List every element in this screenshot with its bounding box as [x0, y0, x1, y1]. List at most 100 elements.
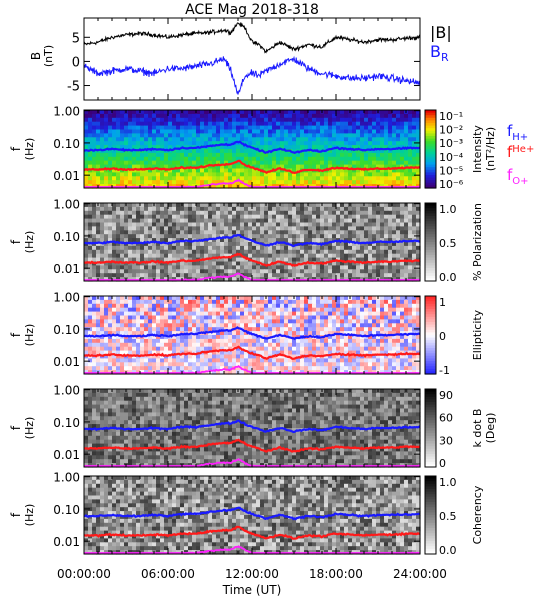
spectrogram-cell: [200, 307, 205, 313]
spectrogram-cell: [372, 226, 377, 231]
spectrogram-cell: [324, 152, 329, 158]
spectrogram-cell: [348, 299, 353, 305]
spectrogram-cell: [308, 133, 313, 138]
spectrogram-cell: [408, 338, 413, 344]
spectrogram-cell: [248, 125, 253, 131]
spectrogram-cell: [84, 160, 89, 166]
spectrogram-cell: [192, 269, 197, 274]
spectrogram-cell: [244, 234, 249, 239]
spectrogram-cell: [416, 214, 421, 220]
spectrogram-cell: [340, 242, 345, 247]
spectrogram-cell: [184, 172, 189, 177]
spectrogram-cell: [400, 350, 405, 356]
spectrogram-cell: [292, 125, 297, 131]
spectrogram-cell: [376, 149, 381, 154]
spectrogram-cell: [192, 110, 197, 115]
spectrogram-cell: [116, 203, 121, 208]
spectrogram-cell: [124, 265, 129, 270]
spectrogram-cell: [224, 303, 229, 309]
spectrogram-cell: [348, 125, 353, 131]
spectrogram-cell: [224, 315, 229, 320]
spectrogram-cell: [164, 110, 169, 115]
spectrogram-cell: [404, 249, 409, 255]
spectrogram-cell: [172, 156, 177, 162]
spectrogram-cell: [304, 230, 309, 235]
spectrogram-cell: [400, 265, 405, 270]
spectrogram-cell: [196, 210, 201, 216]
spectrogram-cell: [324, 273, 329, 278]
spectrogram-cell: [328, 307, 333, 313]
spectrogram-cell: [252, 257, 257, 263]
spectrogram-cell: [332, 273, 337, 278]
spectrogram-cell: [124, 350, 129, 356]
spectrogram-cell: [308, 338, 313, 344]
spectrogram-cell: [412, 149, 417, 154]
spectrogram-cell: [264, 315, 269, 320]
spectrogram-cell: [120, 346, 125, 352]
spectrogram-cell: [372, 129, 377, 134]
spectrogram-cell: [176, 331, 181, 336]
spectrogram-cell: [92, 338, 97, 344]
spectrogram-cell: [316, 338, 321, 344]
spectrogram-cell: [224, 156, 229, 162]
spectrogram-cell: [384, 249, 389, 255]
spectrogram-cell: [356, 210, 361, 216]
spectrogram-cell: [168, 307, 173, 313]
spectrogram-cell: [156, 214, 161, 220]
spectrogram-cell: [328, 133, 333, 138]
spectrogram-cell: [104, 172, 109, 177]
spectrogram-cell: [280, 269, 285, 274]
spectrogram-cell: [352, 203, 357, 208]
spectrogram-cell: [364, 327, 369, 332]
spectrogram-cell: [112, 172, 117, 177]
spectrogram-cell: [236, 121, 241, 127]
spectrogram-cell: [292, 129, 297, 134]
spectrogram-cell: [384, 265, 389, 270]
spectrogram-cell: [240, 238, 245, 243]
spectrogram-cell: [348, 315, 353, 320]
spectrogram-cell: [184, 327, 189, 332]
spectrogram-cell: [276, 299, 281, 305]
spectrogram-cell: [416, 141, 421, 146]
spectrogram-cell: [304, 160, 309, 166]
spectrogram-cell: [340, 226, 345, 231]
spectrogram-cell: [196, 226, 201, 231]
spectrogram-cell: [112, 125, 117, 131]
spectrogram-cell: [324, 296, 329, 301]
spectrogram-cell: [112, 129, 117, 134]
spectrogram-cell: [172, 145, 177, 150]
spectrogram-cell: [368, 338, 373, 344]
spectrogram-cell: [88, 160, 93, 166]
spectrogram-cell: [100, 273, 105, 278]
spectrogram-cell: [384, 121, 389, 127]
spectrogram-cell: [260, 222, 265, 227]
spectrogram-cell: [372, 117, 377, 123]
spectrogram-cell: [168, 299, 173, 305]
spectrogram-cell: [144, 141, 149, 146]
spectrogram-cell: [316, 218, 321, 224]
spectrogram-cell: [304, 117, 309, 123]
spectrogram-cell: [304, 269, 309, 274]
spectrogram-cell: [392, 338, 397, 344]
spectrogram-cell: [272, 164, 277, 170]
spectrogram-cell: [156, 249, 161, 255]
spectrogram-cell: [132, 141, 137, 146]
spectrogram-cell: [368, 110, 373, 115]
spectrogram-cell: [292, 180, 297, 185]
spectrogram-cell: [268, 319, 273, 324]
spectrogram-cell: [296, 327, 301, 332]
spectrogram-cell: [412, 113, 417, 119]
spectrogram-cell: [404, 149, 409, 154]
spectrogram-cell: [296, 319, 301, 324]
spectrogram-cell: [104, 145, 109, 150]
spectrogram-cell: [380, 218, 385, 224]
spectrogram-cell: [396, 230, 401, 235]
spectrogram-cell: [384, 110, 389, 115]
spectrogram-cell: [304, 129, 309, 134]
spectrogram-cell: [332, 242, 337, 247]
spectrogram-cell: [364, 210, 369, 216]
spectrogram-cell: [292, 311, 297, 317]
spectrogram-cell: [388, 222, 393, 227]
spectrogram-cell: [92, 327, 97, 332]
spectrogram-cell: [112, 265, 117, 270]
